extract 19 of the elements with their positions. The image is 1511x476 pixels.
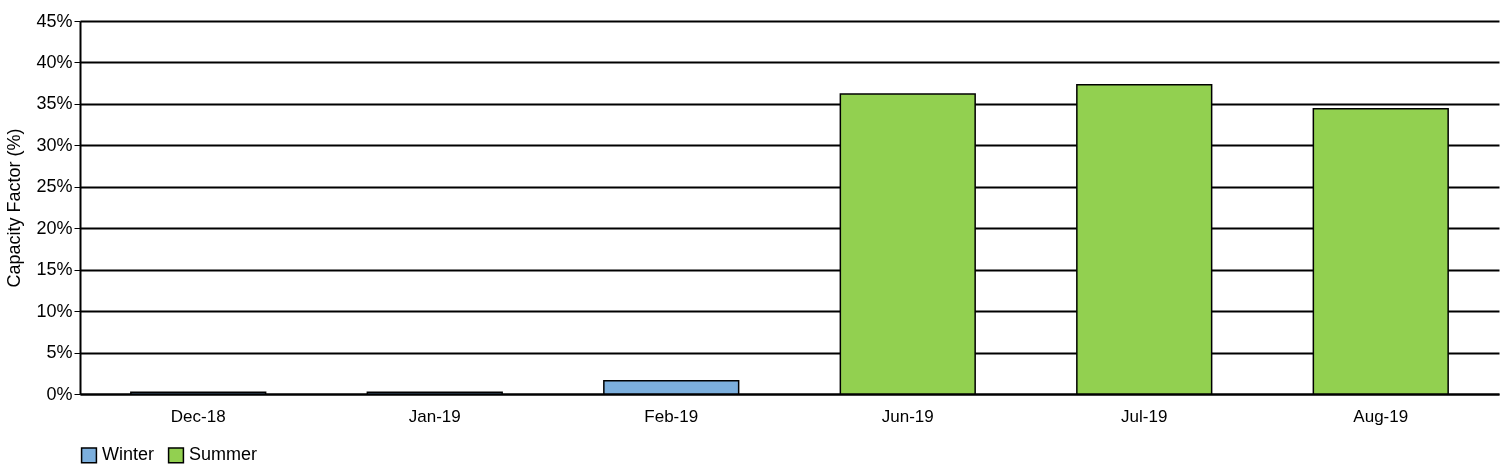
x-tick-label: Jul-19 <box>1121 406 1168 426</box>
y-tick-label: 40% <box>36 51 73 72</box>
x-tick-label: Feb-19 <box>644 406 699 426</box>
y-axis-title: Capacity Factor (%) <box>4 128 25 288</box>
x-tick-label: Jan-19 <box>408 406 461 426</box>
y-tick-label: 20% <box>36 217 73 238</box>
y-tick-label: 45% <box>36 10 73 31</box>
x-tick-label: Dec-18 <box>170 406 226 426</box>
y-tick-label: 35% <box>36 93 73 114</box>
y-tick-label: 10% <box>36 300 73 321</box>
legend-label: Winter <box>102 444 155 465</box>
y-tick-label: 5% <box>46 342 73 363</box>
x-tick-label: Jun-19 <box>881 406 934 426</box>
legend-label: Summer <box>189 444 258 465</box>
x-tick-label: Aug-19 <box>1353 406 1409 426</box>
y-tick-label: 30% <box>36 134 73 155</box>
y-tick-label: 15% <box>36 259 73 280</box>
y-tick-label: 25% <box>36 176 73 197</box>
y-tick-label: 0% <box>46 383 73 404</box>
